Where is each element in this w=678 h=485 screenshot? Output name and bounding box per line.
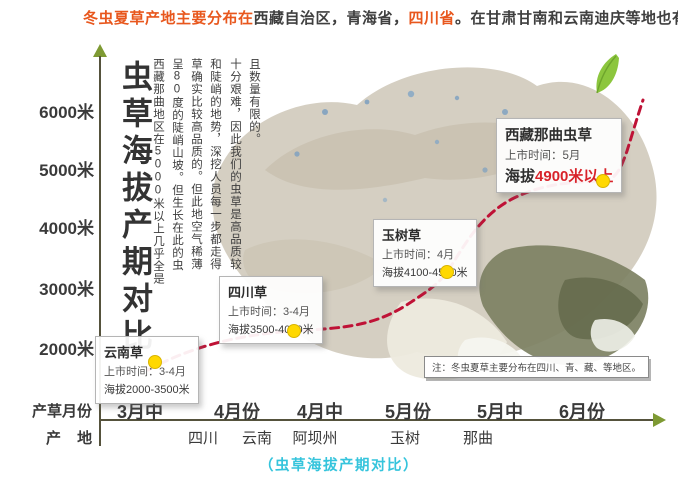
- callout-title: 西藏那曲虫草: [505, 128, 592, 144]
- altitude-prefix: 海拔: [505, 168, 536, 185]
- region-yushu: 玉树: [389, 430, 420, 447]
- callout-altitude: 海拔2000-3500米: [104, 384, 190, 396]
- headline-highlight-1: 冬虫夏草产地主要分布在: [83, 10, 254, 27]
- y-axis-arrow-icon: [93, 44, 107, 57]
- callout-market-time: 上市时间：4月: [382, 249, 455, 261]
- region-row-label: 产 地: [46, 430, 99, 447]
- region-sichuan: 四川: [187, 430, 218, 447]
- y-tick-2000: 2000米: [39, 340, 94, 359]
- callout-sichuan-grass: 四川草 上市时间：3-4月 海拔3500-4000米: [219, 276, 323, 344]
- altitude-value-red: 4900米以上: [535, 168, 614, 185]
- headline-text-2: 。在甘肃甘南和云南迪庆等地也有少量分布。: [455, 10, 678, 27]
- region-naqu: 那曲: [462, 430, 493, 447]
- callout-market-time: 上市时间：5月: [505, 150, 581, 162]
- x-tick-month-2: 4月份: [213, 402, 260, 422]
- region-abazhou: 阿坝州: [292, 430, 338, 447]
- region-yunnan: 云南: [241, 430, 272, 447]
- callout-market-time: 上市时间：3-4月: [104, 366, 186, 378]
- leaf-icon: [589, 52, 623, 101]
- x-axis-arrow-icon: [653, 413, 666, 427]
- headline-text-1: 西藏自治区，青海省，: [253, 10, 409, 27]
- x-axis-line: [100, 419, 656, 421]
- callout-title: 云南草: [104, 345, 144, 360]
- headline: 冬虫夏草产地主要分布在西藏自治区，青海省，四川省。在甘肃甘南和云南迪庆等地也有少…: [83, 7, 678, 28]
- callout-yushu-grass: 玉树草 上市时间：4月 海拔4100-4500米: [373, 219, 477, 287]
- vertical-note-col-1: 西藏那曲地区在5000米以上几乎全是: [152, 58, 164, 285]
- x-tick-month-6: 6月份: [558, 402, 605, 422]
- callout-yunnan-grass: 云南草 上市时间：3-4月 海拔2000-3500米: [95, 336, 199, 404]
- callout-altitude: 海拔4100-4500米: [382, 267, 468, 279]
- map-footnote: 注：冬虫夏草主要分布在四川、青、藏、等地区。: [424, 356, 650, 378]
- x-tick-month-1: 3月中: [116, 402, 163, 422]
- x-tick-month-3: 4月中: [296, 402, 343, 422]
- y-tick-6000: 6000米: [39, 103, 94, 122]
- vertical-note-col-6: 且数量有限的。: [248, 58, 260, 146]
- callout-market-time: 上市时间：3-4月: [228, 306, 310, 318]
- vertical-note-col-5: 十分艰难，因此我们的虫草是高品质较: [229, 58, 241, 271]
- callout-naqu-cordyceps: 西藏那曲虫草 上市时间：5月 海拔4900米以上: [496, 118, 623, 193]
- chart-vertical-title: 虫草海拔产期对比: [117, 60, 152, 356]
- callout-altitude: 海拔3500-4000米: [228, 324, 314, 336]
- x-tick-month-4: 5月份: [384, 402, 431, 422]
- y-tick-5000: 5000米: [39, 161, 94, 180]
- callout-title: 玉树草: [382, 228, 422, 243]
- x-tick-month-5: 5月中: [476, 402, 523, 422]
- vertical-note-col-4: 和陡峭的地势，深挖人员每一步都走得: [209, 58, 221, 271]
- callout-title: 四川草: [228, 285, 268, 300]
- vertical-note-col-2: 呈80度的陡峭山坡。但生长在此的虫: [171, 58, 183, 272]
- bottom-caption: （虫草海拔产期对比）: [259, 458, 419, 474]
- vertical-note-col-3: 草确实比较高品质的。但此地空气稀薄: [190, 58, 202, 271]
- callout-altitude: 海拔4900米以上: [505, 165, 613, 186]
- y-tick-3000: 3000米: [39, 280, 94, 299]
- headline-highlight-2: 四川省: [408, 10, 456, 27]
- x-axis-row-label: 产草月份: [32, 403, 93, 420]
- y-tick-4000: 4000米: [39, 219, 94, 238]
- y-axis-line: [99, 56, 101, 446]
